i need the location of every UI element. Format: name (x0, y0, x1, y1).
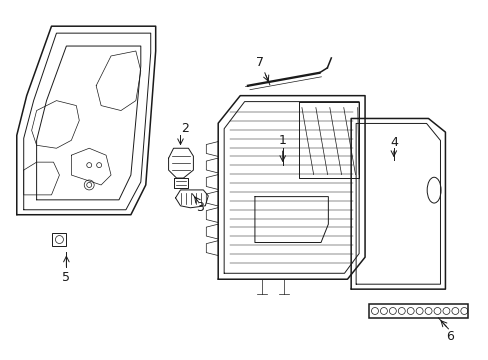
Bar (52, 233, 66, 247)
Text: 3: 3 (196, 201, 204, 214)
Text: 7: 7 (255, 57, 264, 69)
Text: 2: 2 (181, 122, 189, 135)
Text: 5: 5 (62, 271, 70, 284)
Text: 1: 1 (278, 134, 286, 147)
Bar (368, 304, 468, 318)
Text: 6: 6 (446, 330, 453, 343)
Text: 4: 4 (389, 136, 397, 149)
